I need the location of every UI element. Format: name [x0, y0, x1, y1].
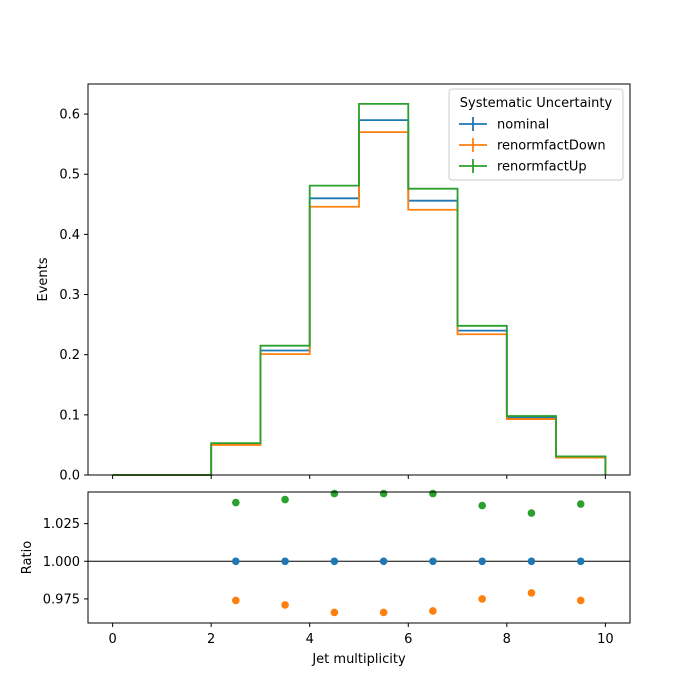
main-histogram-panel: 0.0 0.1 0.2 0.3 0.4 0.5 0.6 Events Systematic Un…	[36, 83, 631, 484]
ratio-x-tick-label: 0	[108, 632, 116, 647]
main-y-tick-label: 0.5	[59, 168, 80, 183]
ratio-point-nominal	[527, 557, 536, 566]
main-y-tick-label: 0.6	[59, 108, 80, 123]
ratio-point-renormfactDown	[429, 607, 437, 615]
main-y-tick-label: 0.0	[59, 469, 80, 484]
main-y-tick-label: 0.3	[59, 288, 80, 303]
ratio-x-tick-label: 4	[306, 632, 314, 647]
x-axis-label: Jet multiplicity	[311, 652, 406, 667]
ratio-point-nominal	[576, 557, 585, 566]
ratio-point-renormfactDown	[330, 608, 339, 617]
main-y-axis-label: Events	[36, 257, 51, 301]
ratio-point-renormfactUp	[527, 509, 536, 517]
legend-label-renormfactUp: renormfactUp	[497, 160, 587, 175]
ratio-y-tick-label: 1.000	[43, 555, 80, 570]
legend-label-renormfactDown: renormfactDown	[497, 139, 606, 154]
legend: Systematic Uncertainty nominal renormfactD…	[448, 88, 624, 181]
ratio-point-renormfactDown	[379, 608, 388, 617]
ratio-point-nominal	[281, 557, 289, 566]
ratio-x-tick-label: 8	[503, 632, 511, 647]
legend-title: Systematic Uncertainty	[460, 96, 613, 111]
ratio-panel: 0.975 1.000 1.025 0 2 4 6 8 10 Ratio Jet multiplic…	[20, 489, 631, 667]
main-axes-frame	[87, 83, 631, 476]
ratio-point-nominal	[379, 557, 388, 566]
main-y-tick-label: 0.1	[59, 408, 80, 423]
ratio-point-nominal	[429, 557, 437, 566]
histogram-step-renormfactUp	[112, 102, 607, 476]
ratio-point-nominal	[478, 557, 486, 566]
ratio-x-tick-label: 10	[597, 632, 614, 647]
ratio-point-renormfactDown	[576, 596, 585, 605]
main-y-tick-label: 0.4	[59, 228, 80, 243]
ratio-point-renormfactDown	[478, 595, 486, 603]
ratio-point-renormfactDown	[281, 601, 289, 609]
ratio-point-renormfactDown	[527, 589, 536, 597]
histogram-step-renormfactDown	[112, 131, 607, 476]
ratio-point-renormfactUp	[232, 498, 240, 507]
ratio-x-tick-label: 6	[404, 632, 412, 647]
ratio-y-tick-label: 0.975	[43, 592, 80, 607]
ratio-axes-frame	[87, 491, 631, 624]
ratio-y-axis-label: Ratio	[20, 541, 35, 574]
ratio-point-nominal	[232, 557, 240, 566]
ratio-point-renormfactUp	[478, 501, 486, 510]
ratio-point-renormfactUp	[576, 500, 585, 508]
ratio-point-renormfactUp	[330, 489, 339, 498]
ratio-point-renormfactUp	[429, 489, 437, 498]
ratio-point-renormfactUp	[281, 495, 289, 504]
ratio-y-tick-label: 1.025	[43, 517, 80, 532]
legend-box	[448, 88, 624, 181]
ratio-x-tick-label: 2	[207, 632, 215, 647]
ratio-point-renormfactDown	[232, 596, 240, 605]
ratio-point-renormfactUp	[379, 489, 388, 498]
main-y-tick-label: 0.2	[59, 348, 80, 363]
ratio-point-nominal	[330, 557, 339, 566]
legend-label-nominal: nominal	[497, 118, 549, 133]
